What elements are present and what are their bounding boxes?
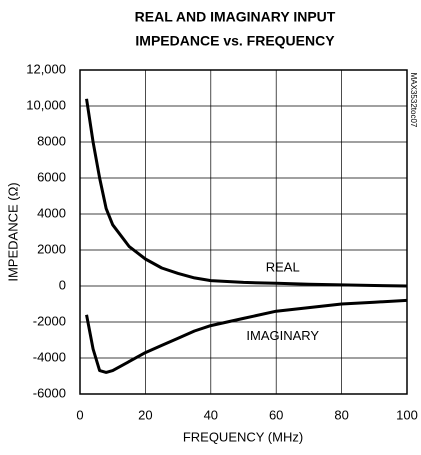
y-tick-label: 2000: [37, 241, 66, 256]
y-tick-label: -2000: [33, 313, 66, 328]
y-axis-label: IMPEDANCE (Ω): [5, 182, 20, 281]
y-tick-label: 8000: [37, 133, 66, 148]
x-tick-label: 100: [396, 407, 418, 422]
chart-title: IMPEDANCE vs. FREQUENCY: [135, 33, 335, 49]
x-tick-label: 20: [138, 407, 152, 422]
line: [85, 98, 408, 288]
x-tick-label: 60: [269, 407, 283, 422]
series-label: REAL: [266, 259, 300, 274]
series-label: IMAGINARY: [246, 328, 319, 343]
line: [85, 298, 408, 374]
y-tick-label: 0: [59, 277, 66, 292]
x-tick-label: 80: [334, 407, 348, 422]
y-tick-label: 12,000: [26, 61, 66, 76]
x-axis-label: FREQUENCY (MHz): [183, 429, 303, 444]
x-tick-label: 0: [76, 407, 83, 422]
y-tick-label: -6000: [33, 385, 66, 400]
y-tick-label: 10,000: [26, 97, 66, 112]
plot-frame: [79, 69, 408, 395]
y-tick-label: 6000: [37, 169, 66, 184]
y-tick-label: -4000: [33, 349, 66, 364]
side-note: MAX3532toc07: [409, 73, 418, 128]
x-tick-label: 40: [204, 407, 218, 422]
chart-title: REAL AND IMAGINARY INPUT: [135, 9, 336, 25]
y-tick-label: 4000: [37, 205, 66, 220]
